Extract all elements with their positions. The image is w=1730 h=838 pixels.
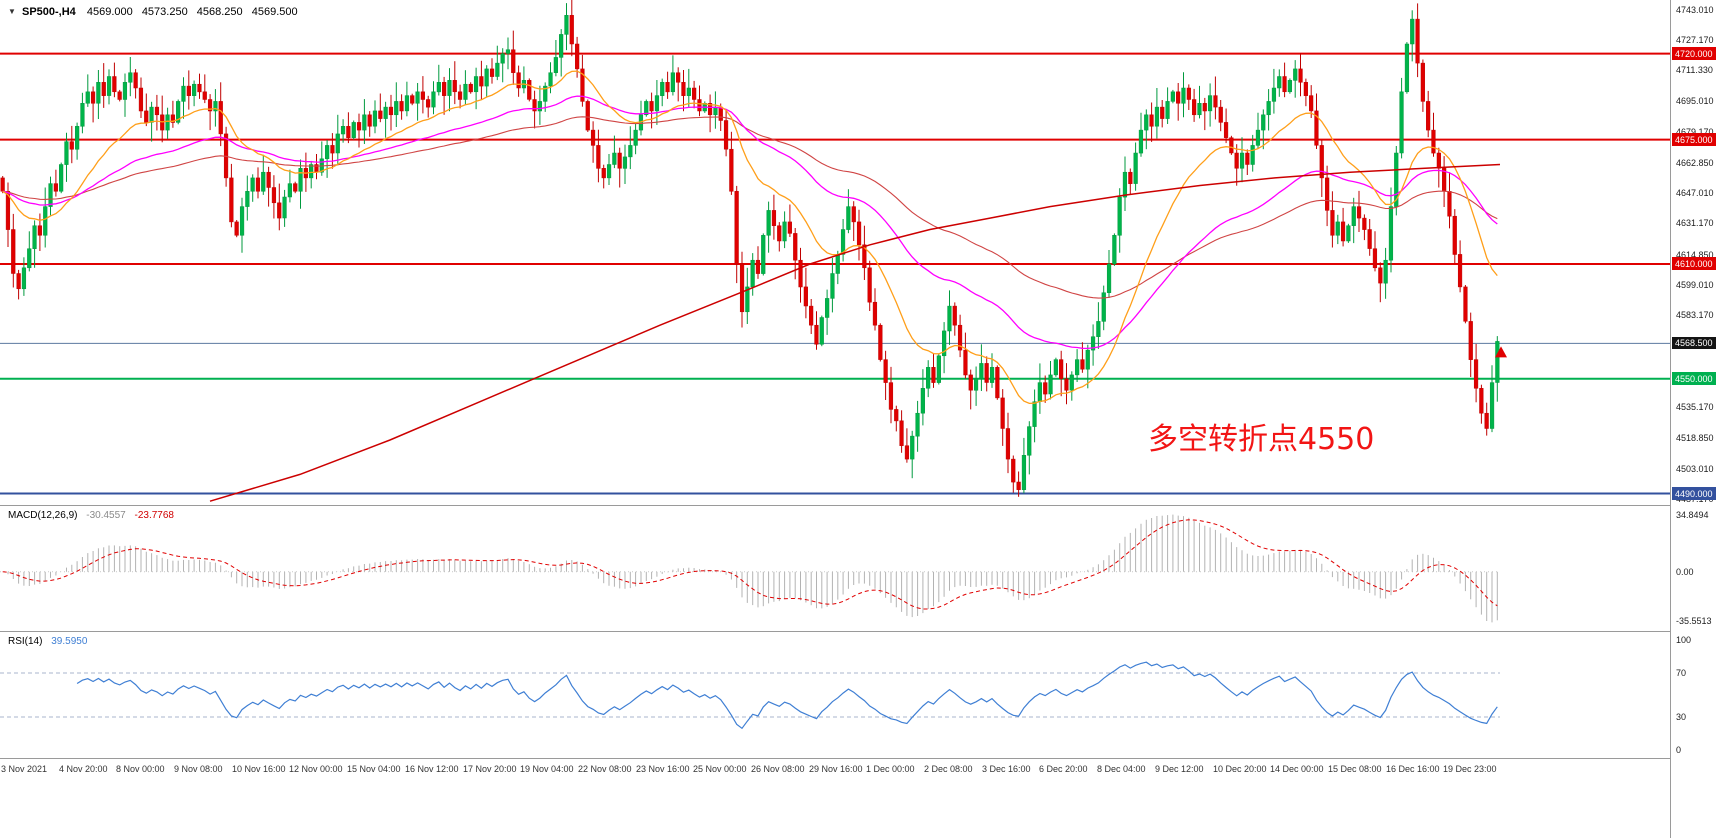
rsi-axis-label: 0 [1676, 745, 1682, 755]
macd-panel[interactable] [0, 506, 1670, 632]
time-axis-label: 26 Nov 08:00 [751, 764, 805, 774]
rsi-indicator-label: RSI(14) 39.5950 [8, 636, 87, 647]
time-axis-label: 16 Dec 16:00 [1386, 764, 1440, 774]
quote-close: 4569.500 [251, 6, 298, 18]
price-axis-label: 4727.170 [1676, 34, 1714, 45]
time-axis-label: 15 Dec 08:00 [1328, 764, 1382, 774]
time-axis-label: 12 Nov 00:00 [289, 764, 343, 774]
time-axis-label: 22 Nov 08:00 [578, 764, 632, 774]
price-badge: 4490.000 [1672, 487, 1716, 500]
price-axis-label: 4711.330 [1676, 65, 1713, 76]
price-axis-label: 4535.170 [1676, 402, 1714, 413]
price-axis: 4743.010 4727.170 4711.330 4695.010 4679.170… [1670, 0, 1730, 838]
price-badge: 4550.000 [1672, 372, 1716, 385]
time-axis-label: 8 Dec 04:00 [1097, 764, 1146, 774]
price-badge: 4610.000 [1672, 257, 1716, 270]
price-badge: 4675.000 [1672, 133, 1716, 146]
symbol-info-bar: ▼ SP500-,H4 4569.000 4573.250 4568.250 4… [8, 6, 304, 18]
price-axis-label: 4583.170 [1676, 310, 1714, 321]
price-axis-label: 4503.010 [1676, 463, 1714, 474]
time-axis-label: 6 Dec 20:00 [1039, 764, 1088, 774]
rsi-axis-label: 100 [1676, 635, 1692, 645]
time-axis-label: 9 Nov 08:00 [174, 764, 223, 774]
time-axis-label: 17 Nov 20:00 [463, 764, 517, 774]
rsi-panel[interactable] [0, 632, 1670, 759]
time-axis: 3 Nov 2021 4 Nov 20:00 8 Nov 00:00 9 Nov 08… [0, 759, 1670, 785]
macd-axis-label: 0.00 [1676, 566, 1694, 577]
rsi-axis-label: 30 [1676, 712, 1687, 722]
time-axis-label: 10 Dec 20:00 [1213, 764, 1267, 774]
macd-main-value: -30.4557 [86, 510, 126, 521]
time-axis-label: 16 Nov 12:00 [405, 764, 459, 774]
rsi-name: RSI(14) [8, 636, 43, 647]
price-axis-label: 4743.010 [1676, 4, 1714, 15]
price-axis-label: 4614.850 [1676, 249, 1714, 260]
time-axis-label: 9 Dec 12:00 [1155, 764, 1204, 774]
time-axis-label: 4 Nov 20:00 [59, 764, 108, 774]
price-axis-label: 4599.010 [1676, 279, 1714, 290]
price-axis-label: 4679.170 [1676, 126, 1714, 137]
quote-high: 4573.250 [141, 6, 188, 18]
macd-signal-value: -23.7768 [134, 510, 174, 521]
symbol-label: SP500-,H4 [21, 6, 76, 18]
price-badge: 4720.000 [1672, 47, 1716, 60]
quote-low: 4568.250 [196, 6, 243, 18]
time-axis-label: 19 Dec 23:00 [1443, 764, 1497, 774]
price-axis-label: 4631.170 [1676, 218, 1714, 229]
macd-axis-label: 34.8494 [1676, 509, 1709, 520]
price-axis-label: 4695.010 [1676, 96, 1714, 107]
time-axis-label: 1 Dec 00:00 [866, 764, 915, 774]
time-axis-label: 25 Nov 00:00 [693, 764, 747, 774]
annotation-text[interactable]: 多空转折点4550 [1148, 422, 1375, 457]
time-axis-label: 2 Dec 08:00 [924, 764, 973, 774]
price-badge: 4568.500 [1672, 336, 1716, 350]
time-axis-label: 19 Nov 04:00 [520, 764, 574, 774]
time-axis-label: 14 Dec 00:00 [1270, 764, 1324, 774]
time-axis-label: 8 Nov 00:00 [116, 764, 165, 774]
time-axis-label: 15 Nov 04:00 [347, 764, 401, 774]
time-axis-label: 10 Nov 16:00 [232, 764, 286, 774]
time-axis-label: 23 Nov 16:00 [636, 764, 690, 774]
time-axis-label: 3 Nov 2021 [1, 764, 48, 774]
slow-trend-ma [209, 163, 1501, 502]
quote-open: 4569.000 [86, 6, 133, 18]
rsi-value: 39.5950 [51, 636, 88, 647]
price-axis-label: 4662.850 [1676, 157, 1714, 168]
macd-name: MACD(12,26,9) [8, 510, 78, 521]
main-price-chart[interactable] [0, 0, 1670, 506]
price-axis-label: 4518.850 [1676, 433, 1714, 444]
chart-icon: ▼ [8, 7, 16, 16]
rsi-axis-label: 70 [1676, 668, 1687, 678]
time-axis-label: 3 Dec 16:00 [982, 764, 1031, 774]
price-axis-label: 4647.010 [1676, 188, 1714, 199]
macd-indicator-label: MACD(12,26,9) -30.4557 -23.7768 [8, 510, 174, 521]
price-arrow-icon [1495, 346, 1507, 358]
macd-axis-label: -35.5513 [1676, 616, 1712, 627]
time-axis-label: 29 Nov 16:00 [809, 764, 863, 774]
